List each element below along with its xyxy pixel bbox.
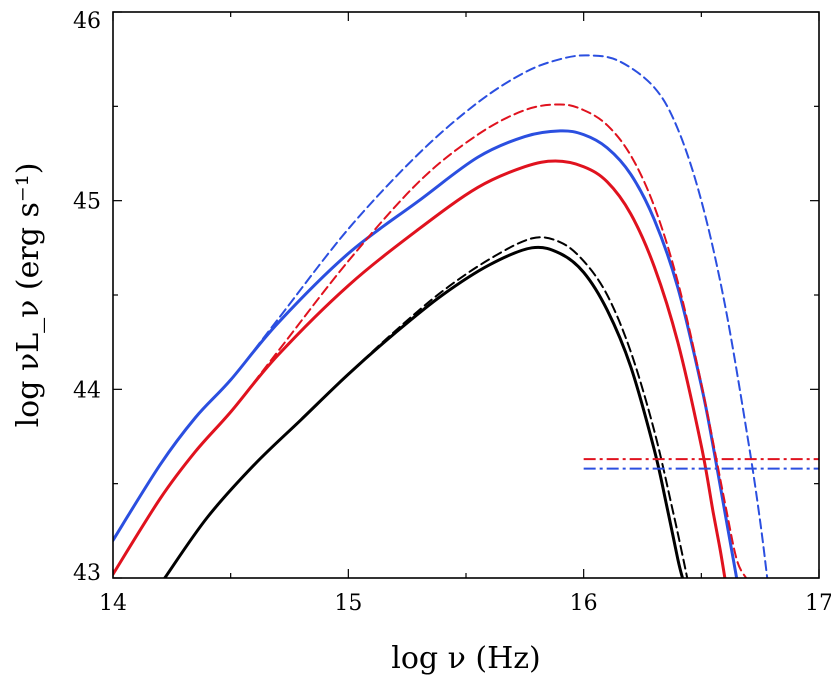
plot-frame [112, 11, 820, 579]
x-tick-label: 16 [570, 591, 598, 616]
hlines-group [583, 458, 819, 470]
x-tick-label: 15 [334, 591, 362, 616]
series-blue-solid [113, 129, 739, 578]
y-tick-label: 44 [73, 378, 101, 403]
series-black-solid [163, 245, 685, 578]
curves-group [113, 54, 769, 578]
ticks-group: 14 15 16 17 43 44 45 46 [73, 9, 831, 616]
y-tick-label: 43 [73, 561, 101, 586]
x-tick-label: 17 [805, 591, 831, 616]
series-red-dashed [113, 103, 748, 578]
series-black-dashed [163, 236, 689, 578]
y-axis-label: log νL_ν (erg s⁻¹) [11, 163, 46, 428]
y-tick-label: 46 [73, 9, 101, 34]
x-tick-label: 14 [99, 591, 127, 616]
x-axis-label: log ν (Hz) [391, 641, 541, 676]
y-tick-label: 45 [73, 190, 101, 215]
series-blue-dashed [113, 54, 769, 578]
